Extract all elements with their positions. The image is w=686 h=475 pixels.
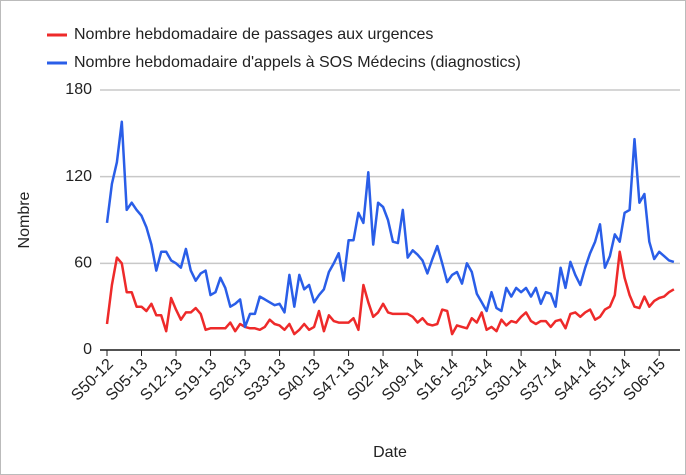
y-axis-title: Nombre [16, 191, 33, 248]
y-tick-label: 180 [65, 81, 92, 98]
x-axis-title: Date [373, 444, 407, 461]
series-line [105, 120, 675, 329]
y-tick-label: 60 [74, 255, 92, 272]
y-tick-label: 0 [83, 341, 92, 358]
legend-label: Nombre hebdomadaire d'appels à SOS Médec… [74, 54, 521, 71]
legend-label: Nombre hebdomadaire de passages aux urge… [74, 26, 433, 43]
y-tick-label: 120 [65, 168, 92, 185]
series-line [105, 250, 675, 336]
